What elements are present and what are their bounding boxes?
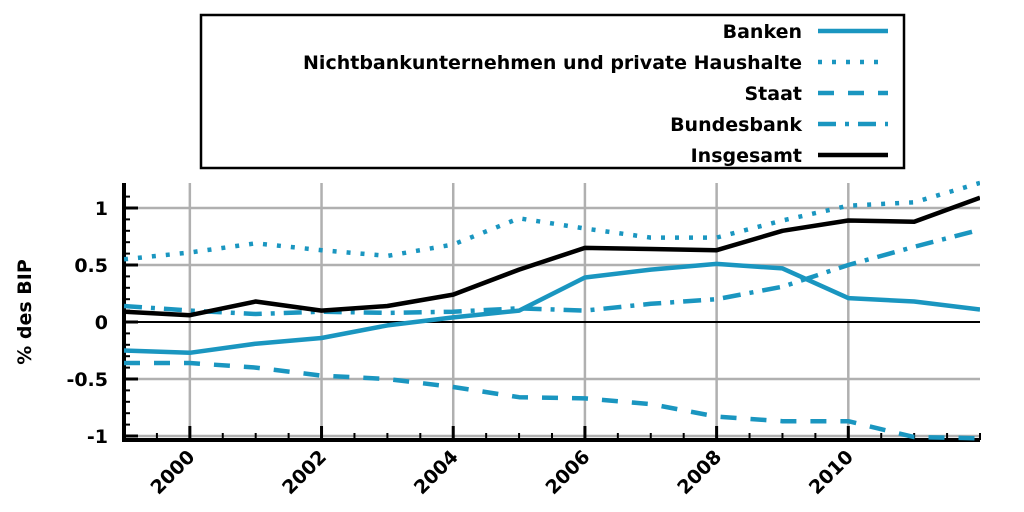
x-tick-label: 2004	[410, 446, 463, 499]
series-layer	[124, 180, 980, 441]
x-tick-label: 2008	[673, 446, 726, 499]
series-line-banken	[124, 261, 980, 356]
y-axis-label: % des BIP	[14, 259, 36, 365]
x-tick-label: 2010	[805, 446, 858, 499]
series-line-nichtbankunternehmen-und-private-haushalte	[124, 180, 980, 262]
series-line-insgesamt	[124, 195, 980, 318]
legend-label: Staat	[745, 83, 803, 105]
legend-label: Bundesbank	[670, 114, 802, 136]
y-tick-label: -0.5	[66, 369, 108, 391]
y-tick-label: 1	[95, 198, 108, 220]
legend-label: Banken	[723, 21, 802, 43]
y-tick-label: 0.5	[74, 255, 108, 277]
legend-box	[199, 13, 906, 170]
legend-label: Nichtbankunternehmen und private Haushal…	[303, 52, 802, 74]
series-line-staat	[124, 360, 980, 441]
series-line-bundesbank	[124, 227, 980, 317]
x-tick-label: 2002	[278, 446, 331, 499]
axis-layer	[122, 183, 981, 442]
y-tick-label: -1	[87, 426, 108, 448]
y-tick-label: 0	[95, 312, 108, 334]
legend-label: Insgesamt	[691, 145, 802, 167]
x-tick-label: 2000	[146, 446, 199, 499]
x-tick-label: 2006	[542, 446, 595, 499]
legend: Banken Nichtbankunternehmen und private H…	[199, 13, 906, 170]
